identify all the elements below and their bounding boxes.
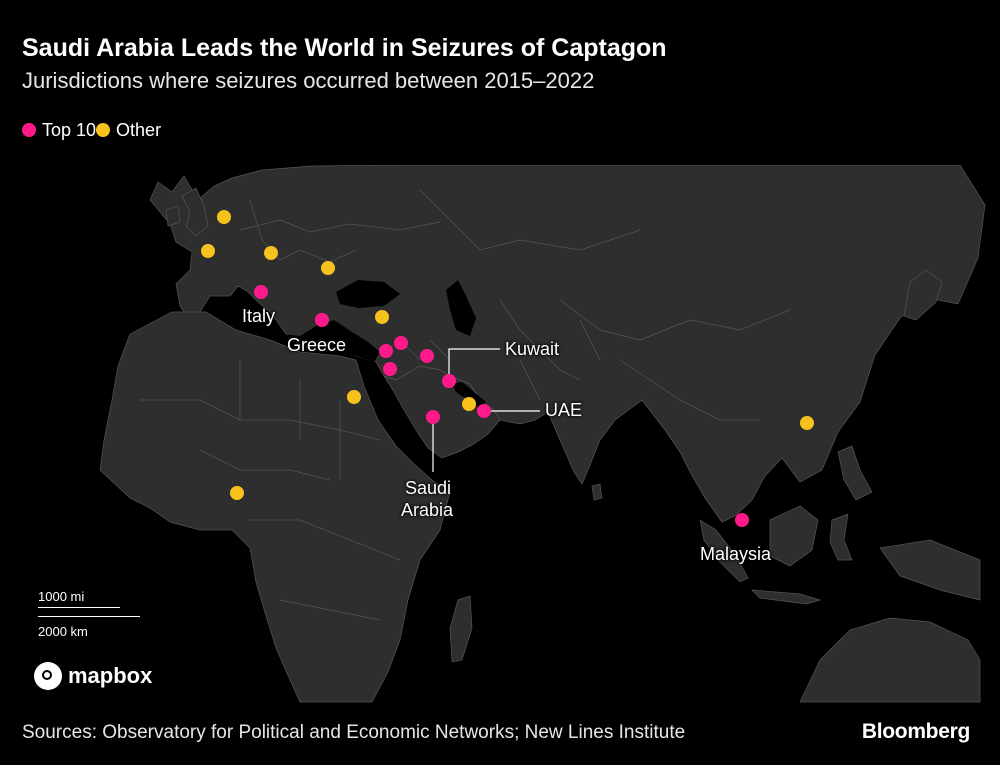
label-saudi-arabia-line2: Arabia — [401, 500, 454, 520]
marker-france[interactable] — [201, 244, 215, 258]
landmass-africa — [99, 311, 451, 703]
marker-syria[interactable] — [394, 336, 408, 350]
scale-km-bar — [38, 616, 140, 617]
marker-uae[interactable] — [477, 404, 491, 418]
sea-mediterranean — [210, 296, 380, 362]
landmass-japan — [903, 269, 943, 321]
marker-saudi-arabia[interactable] — [426, 410, 440, 424]
label-uae: UAE — [545, 400, 583, 420]
landmass-sulawesi — [829, 513, 853, 561]
label-greece: Greece — [287, 335, 347, 355]
scale-km-label: 2000 km — [38, 624, 88, 639]
label-kuwait: Kuwait — [505, 339, 560, 359]
landmass-java — [751, 589, 822, 605]
marker-egypt[interactable] — [347, 390, 361, 404]
legend-item-other: Other — [96, 120, 161, 141]
scale-miles-bar — [38, 607, 120, 608]
map[interactable] — [0, 165, 1000, 705]
sea-black — [336, 280, 400, 308]
marker-italy[interactable] — [254, 285, 268, 299]
legend-label-top10: Top 10 — [42, 119, 97, 140]
mapbox-logo[interactable]: mapbox — [34, 662, 152, 690]
mapbox-wordmark: mapbox — [68, 663, 153, 688]
landmass-eurasia — [149, 165, 986, 523]
landmass-sumatra — [699, 519, 749, 583]
legend-label-other: Other — [116, 119, 162, 140]
brand-logo: Bloomberg — [861, 720, 970, 743]
legend-item-top10: Top 10 — [22, 120, 96, 141]
chart-subtitle: Jurisdictions where seizures occurred be… — [22, 68, 595, 93]
scale-miles-label: 1000 mi — [38, 589, 85, 604]
marker-jordan[interactable] — [383, 362, 397, 376]
landmass-arabia — [383, 365, 501, 459]
label-italy: Italy — [242, 306, 276, 326]
markers-other — [201, 210, 814, 500]
marker-romania[interactable] — [321, 261, 335, 275]
label-malaysia: Malaysia — [700, 544, 772, 564]
marker-lebanon[interactable] — [379, 344, 393, 358]
marker-hong-kong[interactable] — [800, 416, 814, 430]
sea-red — [364, 382, 430, 466]
landmass-sri-lanka — [591, 483, 603, 501]
map-canvas — [0, 165, 1000, 705]
landmass-australia — [799, 617, 981, 703]
marker-netherlands[interactable] — [217, 210, 231, 224]
label-saudi-arabia-line1: Saudi — [405, 478, 452, 498]
marker-turkey[interactable] — [375, 310, 389, 324]
marker-nigeria[interactable] — [230, 486, 244, 500]
marker-iraq[interactable] — [420, 349, 434, 363]
legend-swatch-top10 — [22, 123, 36, 137]
sea-caspian — [446, 280, 476, 336]
landmass-britain — [181, 187, 209, 237]
mapbox-icon — [34, 662, 62, 690]
marker-greece[interactable] — [315, 313, 329, 327]
legend: Top 10 Other — [22, 118, 161, 142]
landmass-ireland — [165, 205, 181, 227]
marker-kuwait[interactable] — [442, 374, 456, 388]
leader-lines — [432, 348, 540, 472]
marker-switzerland[interactable] — [264, 246, 278, 260]
source-note: Sources: Observatory for Political and E… — [22, 722, 686, 743]
markers-top10 — [254, 285, 749, 527]
marker-malaysia[interactable] — [735, 513, 749, 527]
legend-swatch-other — [96, 123, 111, 137]
landmass-borneo — [769, 505, 819, 567]
chart-title: Saudi Arabia Leads the World in Seizures… — [22, 34, 667, 62]
sea-persian-gulf — [452, 382, 486, 408]
country-borders — [140, 189, 791, 621]
landmass-madagascar — [449, 595, 473, 663]
landmass-new-guinea — [879, 539, 981, 601]
marker-bahrain-qatar[interactable] — [462, 397, 476, 411]
landmass-philippines — [837, 445, 873, 501]
